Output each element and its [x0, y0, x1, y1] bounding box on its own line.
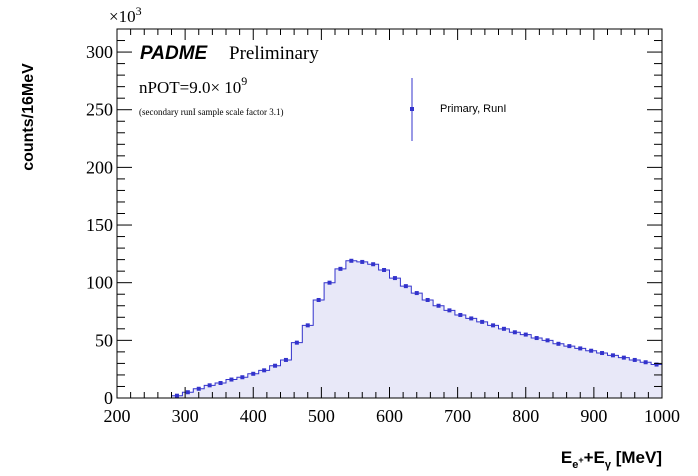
data-point	[382, 268, 387, 273]
data-point	[643, 360, 648, 365]
data-point	[600, 351, 605, 356]
x-tick-label: 1000	[644, 406, 680, 426]
x-tick-label: 600	[376, 406, 403, 426]
legend: Primary, RunI	[410, 78, 506, 141]
y-tick-label: 150	[86, 215, 113, 235]
x-tick-label: 200	[104, 406, 131, 426]
data-point	[436, 303, 441, 308]
data-point	[589, 348, 594, 353]
x-tick-label: 800	[512, 406, 539, 426]
data-point	[632, 357, 637, 362]
data-point	[512, 330, 517, 335]
data-point	[196, 386, 201, 391]
y-tick-label: 250	[86, 100, 113, 120]
legend-marker	[410, 107, 414, 111]
data-point	[218, 381, 223, 386]
legend-entry-primary: Primary, RunI	[440, 103, 506, 115]
data-point	[371, 262, 376, 267]
data-point	[491, 323, 496, 328]
data-point	[545, 338, 550, 343]
data-point	[469, 316, 474, 321]
data-point	[349, 258, 354, 263]
data-point	[425, 297, 430, 302]
data-point	[458, 312, 463, 317]
x-tick-label: 400	[240, 406, 267, 426]
y-tick-label: 200	[86, 157, 113, 177]
y-multiplier: ×103	[109, 4, 142, 26]
data-point	[480, 319, 485, 324]
y-axis-title: counts/16MeV	[20, 63, 37, 171]
data-point	[556, 341, 561, 346]
data-point	[273, 363, 278, 368]
data-point	[567, 344, 572, 349]
data-points-layer	[174, 258, 659, 398]
histogram-fill	[117, 260, 662, 398]
y-tick-label: 300	[86, 42, 113, 62]
histogram-layer	[117, 260, 662, 399]
y-tick-label: 50	[95, 330, 113, 350]
x-tick-label: 500	[308, 406, 335, 426]
histogram-outline	[117, 260, 662, 399]
data-point	[610, 353, 615, 358]
data-point	[654, 362, 659, 367]
ticks-layer: 200 300 400 500 600 700 800 900 1000 0 50 100 150 200…	[86, 28, 680, 426]
data-point	[294, 340, 299, 345]
x-axis-title: Ee++Eγ [MeV]	[561, 448, 662, 471]
data-point	[414, 291, 419, 296]
data-point	[185, 390, 190, 395]
data-point	[316, 297, 321, 302]
data-point	[338, 266, 343, 271]
data-point	[283, 357, 288, 362]
data-point	[534, 336, 539, 341]
data-point	[229, 377, 234, 382]
data-point	[523, 332, 528, 337]
data-point	[621, 355, 626, 360]
scale-factor-note: (secondary runI sample scale factor 3.1)	[139, 107, 283, 117]
x-tick-label: 700	[444, 406, 471, 426]
data-point	[501, 326, 506, 331]
data-point	[305, 323, 310, 328]
y-tick-label: 100	[86, 273, 113, 293]
data-point	[174, 393, 179, 398]
npot-label: nPOT=9.0× 109	[139, 74, 247, 97]
data-point	[578, 346, 583, 351]
y-tick-label: 0	[104, 388, 113, 408]
x-tick-label: 900	[580, 406, 607, 426]
data-point	[207, 383, 212, 388]
data-point	[447, 308, 452, 313]
data-point	[360, 259, 365, 264]
data-point	[251, 371, 256, 376]
chart-title-brand: PADME	[140, 43, 209, 64]
data-point	[240, 375, 245, 380]
x-tick-label: 300	[172, 406, 199, 426]
data-point	[262, 368, 267, 373]
data-point	[392, 276, 397, 281]
data-point	[403, 284, 408, 289]
data-point	[327, 280, 332, 285]
chart-title-status: Preliminary	[229, 43, 319, 64]
